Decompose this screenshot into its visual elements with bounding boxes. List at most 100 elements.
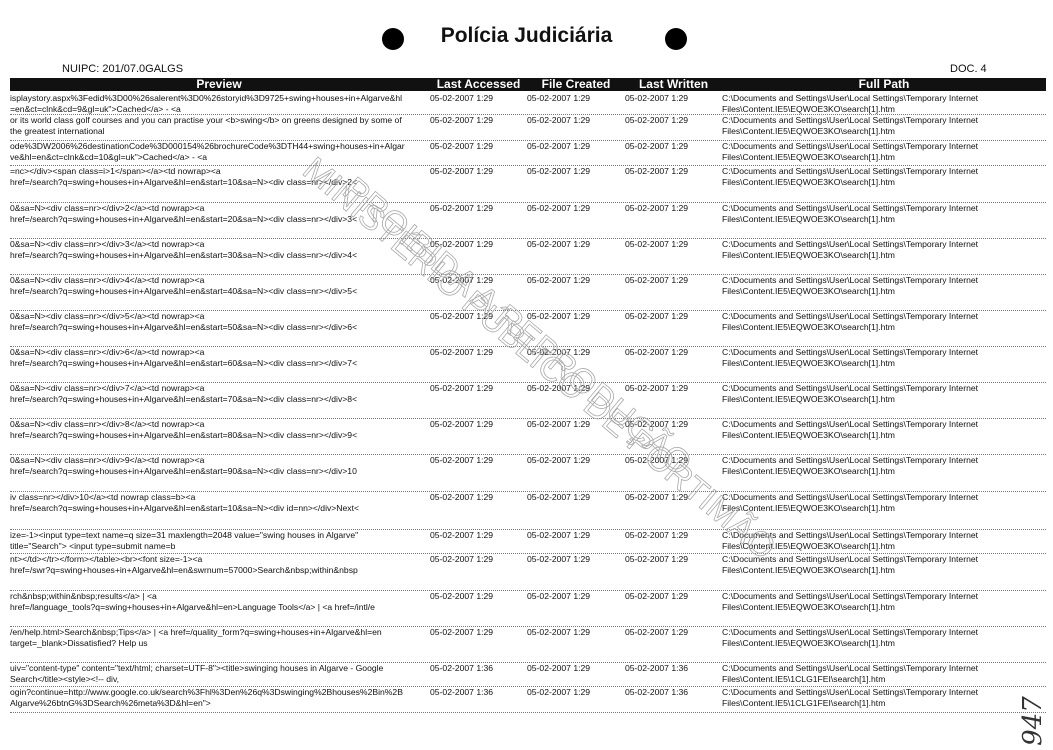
row-separator bbox=[10, 382, 1046, 383]
date-accessed: 05-02-2007 1:29 bbox=[430, 530, 494, 540]
full-path: Files\Content.IE5\1CLG1FEI\search[1].htm bbox=[722, 698, 886, 708]
row-separator bbox=[10, 686, 1046, 687]
date-created: 05-02-2007 1:29 bbox=[527, 141, 591, 151]
date-written: 05-02-2007 1:29 bbox=[625, 115, 689, 125]
preview-text: isplaystory.aspx%3Fedid%3D00%26salerent%… bbox=[10, 93, 403, 103]
preview-text: rch&nbsp;within&nbsp;results</a> | <a bbox=[10, 591, 157, 601]
date-accessed: 05-02-2007 1:36 bbox=[430, 663, 494, 673]
column-header: Preview bbox=[196, 77, 242, 91]
date-accessed: 05-02-2007 1:36 bbox=[430, 687, 494, 697]
full-path: Files\Content.IE5\EQWOE3KO\search[1].htm bbox=[722, 466, 895, 476]
full-path: C:\Documents and Settings\User\Local Set… bbox=[722, 591, 979, 601]
preview-text: ve&hl=en&ct=clnk&cd=10&gl=uk">Cached</a>… bbox=[10, 152, 208, 162]
date-accessed: 05-02-2007 1:29 bbox=[430, 455, 494, 465]
full-path: Files\Content.IE5\EQWOE3KO\search[1].htm bbox=[722, 638, 895, 648]
column-header: Full Path bbox=[858, 77, 910, 91]
row-separator bbox=[10, 662, 1046, 663]
full-path: Files\Content.IE5\EQWOE3KO\search[1].htm bbox=[722, 214, 895, 224]
preview-text: 0&sa=N><div class=nr></div>3</a><td nowr… bbox=[10, 239, 205, 249]
full-path: C:\Documents and Settings\User\Local Set… bbox=[722, 203, 979, 213]
preview-text: href=/search?q=swing+houses+in+Algarve&h… bbox=[10, 250, 358, 260]
preview-text: href=/language_tools?q=swing+houses+in+A… bbox=[10, 602, 375, 612]
page-title: Polícia Judiciária bbox=[440, 24, 613, 47]
preview-text: href=/search?q=swing+houses+in+Algarve&h… bbox=[10, 394, 358, 404]
date-created: 05-02-2007 1:29 bbox=[527, 166, 591, 176]
row-separator bbox=[10, 140, 1046, 141]
case-number: NUIPC: 201/07.0GALGS bbox=[62, 63, 184, 75]
full-path: Files\Content.IE5\EQWOE3KO\search[1].htm bbox=[722, 503, 895, 513]
bullet-mark bbox=[382, 28, 404, 50]
date-accessed: 05-02-2007 1:29 bbox=[430, 141, 494, 151]
preview-text: or its world class golf courses and you … bbox=[10, 115, 402, 125]
date-accessed: 05-02-2007 1:29 bbox=[430, 93, 494, 103]
row-separator bbox=[10, 626, 1046, 627]
row-separator bbox=[10, 274, 1046, 275]
date-written: 05-02-2007 1:29 bbox=[625, 347, 689, 357]
preview-text: 0&sa=N><div class=nr></div>2</a><td nowr… bbox=[10, 203, 205, 213]
column-header: File Created bbox=[541, 77, 611, 91]
full-path: Files\Content.IE5\EQWOE3KO\search[1].htm bbox=[722, 430, 895, 440]
full-path: C:\Documents and Settings\User\Local Set… bbox=[722, 627, 979, 637]
date-written: 05-02-2007 1:29 bbox=[625, 627, 689, 637]
row-separator bbox=[10, 529, 1046, 530]
row-separator bbox=[10, 346, 1046, 347]
date-created: 05-02-2007 1:29 bbox=[527, 530, 591, 540]
preview-text: 0&sa=N><div class=nr></div>9</a><td nowr… bbox=[10, 455, 205, 465]
row-separator bbox=[10, 712, 1046, 713]
preview-text: ogin?continue=http://www.google.co.uk/se… bbox=[10, 687, 403, 697]
date-accessed: 05-02-2007 1:29 bbox=[430, 347, 494, 357]
date-written: 05-02-2007 1:36 bbox=[625, 663, 689, 673]
date-written: 05-02-2007 1:29 bbox=[625, 591, 689, 601]
preview-text: href=/search?q=swing+houses+in+Algarve&h… bbox=[10, 322, 358, 332]
full-path: Files\Content.IE5\EQWOE3KO\search[1].htm bbox=[722, 250, 895, 260]
full-path: C:\Documents and Settings\User\Local Set… bbox=[722, 311, 979, 321]
date-created: 05-02-2007 1:29 bbox=[527, 591, 591, 601]
date-written: 05-02-2007 1:29 bbox=[625, 141, 689, 151]
full-path: Files\Content.IE5\EQWOE3KO\search[1].htm bbox=[722, 152, 895, 162]
date-written: 05-02-2007 1:29 bbox=[625, 311, 689, 321]
date-accessed: 05-02-2007 1:29 bbox=[430, 627, 494, 637]
date-created: 05-02-2007 1:29 bbox=[527, 239, 591, 249]
row-separator bbox=[10, 590, 1046, 591]
date-created: 05-02-2007 1:29 bbox=[527, 492, 591, 502]
row-separator bbox=[10, 553, 1046, 554]
preview-text: Search</title><style><!-- div, bbox=[10, 674, 119, 684]
preview-text: iv class=nr></div>10</a><td nowrap class… bbox=[10, 492, 196, 502]
full-path: C:\Documents and Settings\User\Local Set… bbox=[722, 383, 979, 393]
full-path: Files\Content.IE5\EQWOE3KO\search[1].htm bbox=[722, 394, 895, 404]
date-written: 05-02-2007 1:29 bbox=[625, 383, 689, 393]
date-written: 05-02-2007 1:29 bbox=[625, 239, 689, 249]
full-path: Files\Content.IE5\EQWOE3KO\search[1].htm bbox=[722, 126, 895, 136]
row-separator bbox=[10, 165, 1046, 166]
full-path: Files\Content.IE5\EQWOE3KO\search[1].htm bbox=[722, 177, 895, 187]
preview-text: =en&ct=clnk&cd=9&gl=uk">Cached</a> - <a bbox=[10, 104, 181, 114]
full-path: C:\Documents and Settings\User\Local Set… bbox=[722, 554, 979, 564]
preview-text: =nc></div><span class=i>1</span></a><td … bbox=[10, 166, 221, 176]
preview-text: 0&sa=N><div class=nr></div>5</a><td nowr… bbox=[10, 311, 205, 321]
full-path: Files\Content.IE5\EQWOE3KO\search[1].htm bbox=[722, 541, 895, 551]
preview-text: /en/help.html>Search&nbsp;Tips</a> | <a … bbox=[10, 627, 382, 637]
preview-text: target=_blank>Dissatisfied? Help us bbox=[10, 638, 148, 648]
date-created: 05-02-2007 1:29 bbox=[527, 115, 591, 125]
row-separator bbox=[10, 454, 1046, 455]
preview-text: the greatest international bbox=[10, 126, 105, 136]
date-written: 05-02-2007 1:29 bbox=[625, 530, 689, 540]
full-path: C:\Documents and Settings\User\Local Set… bbox=[722, 275, 979, 285]
date-accessed: 05-02-2007 1:29 bbox=[430, 383, 494, 393]
date-created: 05-02-2007 1:29 bbox=[527, 554, 591, 564]
date-created: 05-02-2007 1:29 bbox=[527, 383, 591, 393]
date-created: 05-02-2007 1:29 bbox=[527, 347, 591, 357]
date-created: 05-02-2007 1:29 bbox=[527, 203, 591, 213]
full-path: C:\Documents and Settings\User\Local Set… bbox=[722, 115, 979, 125]
table-header-bar bbox=[10, 78, 1046, 91]
full-path: Files\Content.IE5\EQWOE3KO\search[1].htm bbox=[722, 358, 895, 368]
date-written: 05-02-2007 1:29 bbox=[625, 166, 689, 176]
preview-text: 0&sa=N><div class=nr></div>7</a><td nowr… bbox=[10, 383, 205, 393]
preview-text: ize=-1><input type=text name=q size=31 m… bbox=[10, 530, 359, 540]
full-path: C:\Documents and Settings\User\Local Set… bbox=[722, 239, 979, 249]
full-path: Files\Content.IE5\EQWOE3KO\search[1].htm bbox=[722, 286, 895, 296]
row-separator bbox=[10, 418, 1046, 419]
date-written: 05-02-2007 1:29 bbox=[625, 492, 689, 502]
date-created: 05-02-2007 1:29 bbox=[527, 627, 591, 637]
full-path: C:\Documents and Settings\User\Local Set… bbox=[722, 93, 979, 103]
